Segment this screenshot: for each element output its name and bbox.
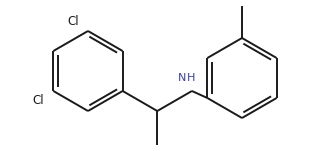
Text: H: H bbox=[187, 73, 195, 83]
Text: Cl: Cl bbox=[32, 93, 44, 106]
Text: N: N bbox=[178, 73, 187, 83]
Text: Cl: Cl bbox=[67, 16, 79, 29]
